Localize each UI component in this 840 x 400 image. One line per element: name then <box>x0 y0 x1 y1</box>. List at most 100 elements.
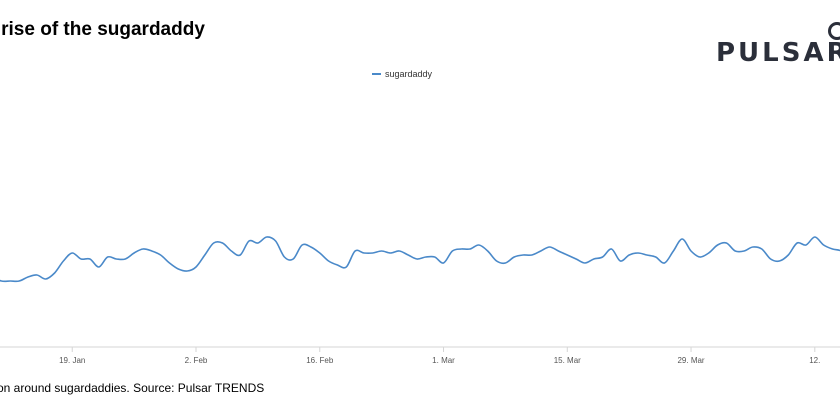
data-point[interactable] <box>167 260 173 266</box>
data-point[interactable] <box>52 270 58 276</box>
data-point[interactable] <box>326 258 332 264</box>
data-point[interactable] <box>609 246 615 252</box>
data-point[interactable] <box>96 264 102 270</box>
data-point[interactable] <box>334 262 340 268</box>
data-point[interactable] <box>317 250 323 256</box>
data-point[interactable] <box>220 240 226 246</box>
data-point[interactable] <box>555 248 561 254</box>
data-point[interactable] <box>520 252 526 258</box>
data-point[interactable] <box>547 244 553 250</box>
data-point[interactable] <box>785 252 791 258</box>
data-point[interactable] <box>396 248 402 254</box>
data-point[interactable] <box>7 278 13 284</box>
data-point[interactable] <box>750 244 756 250</box>
data-point[interactable] <box>25 274 31 280</box>
data-point[interactable] <box>193 264 199 270</box>
data-point[interactable] <box>0 278 5 284</box>
data-point[interactable] <box>644 252 650 258</box>
chart-legend[interactable]: sugardaddy <box>372 69 432 79</box>
data-point[interactable] <box>131 250 137 256</box>
data-point[interactable] <box>794 240 800 246</box>
data-point[interactable] <box>511 254 517 260</box>
data-point[interactable] <box>449 248 455 254</box>
data-point[interactable] <box>388 250 394 256</box>
data-point[interactable] <box>458 246 464 252</box>
data-point[interactable] <box>538 248 544 254</box>
data-point[interactable] <box>679 236 685 242</box>
data-point[interactable] <box>184 268 190 274</box>
data-point[interactable] <box>485 248 491 254</box>
data-point[interactable] <box>591 256 597 262</box>
data-point[interactable] <box>290 256 296 262</box>
series-line-sugardaddy[interactable] <box>0 177 840 283</box>
data-point[interactable] <box>670 248 676 254</box>
data-point[interactable] <box>830 246 836 252</box>
data-point[interactable] <box>582 260 588 266</box>
data-point[interactable] <box>573 256 579 262</box>
data-point[interactable] <box>43 276 49 282</box>
data-point[interactable] <box>34 272 40 278</box>
data-point[interactable] <box>741 248 747 254</box>
data-point[interactable] <box>113 256 119 262</box>
data-point[interactable] <box>69 250 75 256</box>
data-point[interactable] <box>626 252 632 258</box>
data-point[interactable] <box>476 242 482 248</box>
data-point[interactable] <box>423 254 429 260</box>
data-point[interactable] <box>414 256 420 262</box>
data-point[interactable] <box>255 240 261 246</box>
data-point[interactable] <box>697 254 703 260</box>
data-point[interactable] <box>635 250 641 256</box>
data-point[interactable] <box>715 242 721 248</box>
data-point[interactable] <box>706 250 712 256</box>
data-point[interactable] <box>688 248 694 254</box>
data-point[interactable] <box>821 242 827 248</box>
data-point[interactable] <box>617 258 623 264</box>
data-point[interactable] <box>812 234 818 240</box>
data-point[interactable] <box>564 252 570 258</box>
data-point[interactable] <box>16 278 22 284</box>
data-point[interactable] <box>78 256 84 262</box>
data-point[interactable] <box>149 248 155 254</box>
data-point[interactable] <box>600 254 606 260</box>
data-point[interactable] <box>529 252 535 258</box>
legend-swatch-icon <box>372 73 381 75</box>
data-point[interactable] <box>246 238 252 244</box>
data-point[interactable] <box>273 238 279 244</box>
data-point[interactable] <box>732 248 738 254</box>
data-point[interactable] <box>175 266 181 272</box>
data-point[interactable] <box>803 242 809 248</box>
data-point[interactable] <box>502 260 508 266</box>
data-point[interactable] <box>467 246 473 252</box>
data-point[interactable] <box>299 242 305 248</box>
data-point[interactable] <box>361 250 367 256</box>
data-point[interactable] <box>370 250 376 256</box>
data-point[interactable] <box>768 256 774 262</box>
data-point[interactable] <box>122 256 128 262</box>
data-point[interactable] <box>264 234 270 240</box>
data-point[interactable] <box>662 260 668 266</box>
data-point[interactable] <box>308 244 314 250</box>
data-point[interactable] <box>759 246 765 252</box>
data-point[interactable] <box>281 254 287 260</box>
data-point[interactable] <box>776 258 782 264</box>
data-point[interactable] <box>441 260 447 266</box>
data-point[interactable] <box>405 252 411 258</box>
x-axis-ticks: 19. Jan 2. Feb 16. Feb 1. Mar 15. Mar 29. Mar… <box>59 347 820 365</box>
data-point[interactable] <box>237 252 243 258</box>
data-point[interactable] <box>432 254 438 260</box>
data-point[interactable] <box>140 246 146 252</box>
data-point[interactable] <box>653 254 659 260</box>
data-point[interactable] <box>352 248 358 254</box>
data-point[interactable] <box>87 256 93 262</box>
data-point[interactable] <box>60 258 66 264</box>
data-point[interactable] <box>343 264 349 270</box>
data-point[interactable] <box>211 240 217 246</box>
data-point[interactable] <box>105 254 111 260</box>
data-point[interactable] <box>158 252 164 258</box>
chart-caption: tion around sugardaddies. Source: Pulsar… <box>0 381 265 395</box>
data-point[interactable] <box>723 240 729 246</box>
data-point[interactable] <box>494 258 500 264</box>
data-point[interactable] <box>379 248 385 254</box>
data-point[interactable] <box>202 252 208 258</box>
data-point[interactable] <box>228 248 234 254</box>
